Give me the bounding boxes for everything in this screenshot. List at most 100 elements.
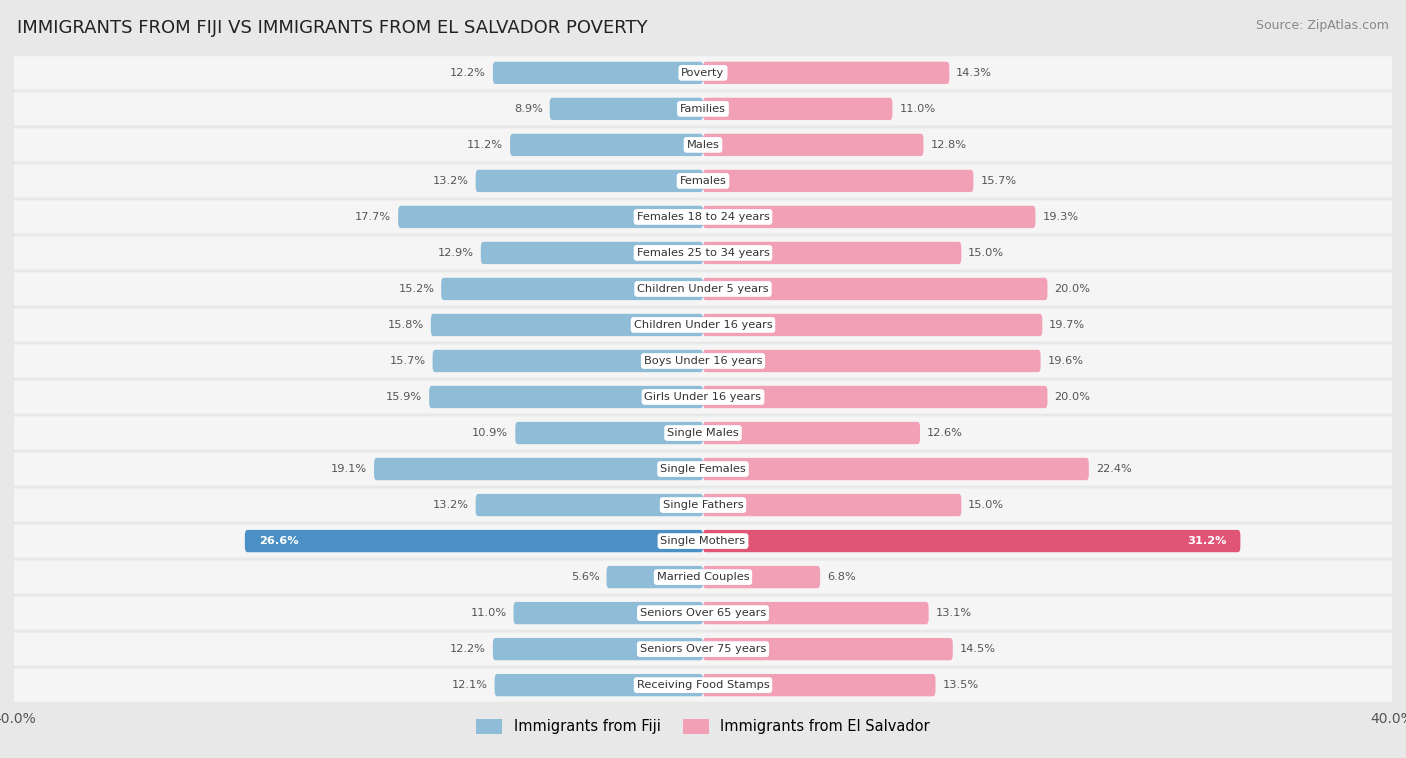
- Text: Seniors Over 65 years: Seniors Over 65 years: [640, 608, 766, 618]
- FancyBboxPatch shape: [6, 236, 1400, 270]
- Text: 13.1%: 13.1%: [935, 608, 972, 618]
- FancyBboxPatch shape: [6, 525, 1400, 558]
- Text: 12.8%: 12.8%: [931, 140, 966, 150]
- Text: 15.9%: 15.9%: [387, 392, 422, 402]
- FancyBboxPatch shape: [703, 314, 1042, 336]
- Text: 19.7%: 19.7%: [1049, 320, 1085, 330]
- FancyBboxPatch shape: [703, 458, 1088, 481]
- Text: Boys Under 16 years: Boys Under 16 years: [644, 356, 762, 366]
- Text: Receiving Food Stamps: Receiving Food Stamps: [637, 680, 769, 690]
- Legend: Immigrants from Fiji, Immigrants from El Salvador: Immigrants from Fiji, Immigrants from El…: [470, 713, 936, 740]
- Text: 11.2%: 11.2%: [467, 140, 503, 150]
- Text: Single Mothers: Single Mothers: [661, 536, 745, 546]
- Text: Children Under 5 years: Children Under 5 years: [637, 284, 769, 294]
- Text: Females: Females: [679, 176, 727, 186]
- FancyBboxPatch shape: [494, 638, 703, 660]
- Text: 5.6%: 5.6%: [571, 572, 599, 582]
- FancyBboxPatch shape: [606, 566, 703, 588]
- FancyBboxPatch shape: [6, 309, 1400, 342]
- Text: Males: Males: [686, 140, 720, 150]
- FancyBboxPatch shape: [495, 674, 703, 697]
- Text: Girls Under 16 years: Girls Under 16 years: [644, 392, 762, 402]
- FancyBboxPatch shape: [703, 205, 1035, 228]
- Text: 19.1%: 19.1%: [330, 464, 367, 474]
- FancyBboxPatch shape: [703, 242, 962, 264]
- FancyBboxPatch shape: [6, 632, 1400, 666]
- Text: 13.2%: 13.2%: [433, 500, 468, 510]
- FancyBboxPatch shape: [703, 98, 893, 120]
- Text: 26.6%: 26.6%: [259, 536, 298, 546]
- FancyBboxPatch shape: [515, 422, 703, 444]
- FancyBboxPatch shape: [703, 170, 973, 192]
- FancyBboxPatch shape: [6, 272, 1400, 305]
- FancyBboxPatch shape: [441, 277, 703, 300]
- Text: 20.0%: 20.0%: [1054, 392, 1091, 402]
- FancyBboxPatch shape: [703, 530, 1240, 553]
- Text: 13.5%: 13.5%: [942, 680, 979, 690]
- FancyBboxPatch shape: [703, 566, 820, 588]
- Text: 15.7%: 15.7%: [980, 176, 1017, 186]
- FancyBboxPatch shape: [245, 530, 703, 553]
- Text: Married Couples: Married Couples: [657, 572, 749, 582]
- FancyBboxPatch shape: [6, 416, 1400, 449]
- FancyBboxPatch shape: [6, 128, 1400, 161]
- FancyBboxPatch shape: [703, 638, 953, 660]
- Text: 8.9%: 8.9%: [515, 104, 543, 114]
- Text: 17.7%: 17.7%: [356, 212, 391, 222]
- FancyBboxPatch shape: [6, 560, 1400, 594]
- FancyBboxPatch shape: [703, 61, 949, 84]
- FancyBboxPatch shape: [6, 92, 1400, 126]
- Text: 31.2%: 31.2%: [1187, 536, 1226, 546]
- Text: 14.5%: 14.5%: [960, 644, 995, 654]
- FancyBboxPatch shape: [703, 674, 935, 697]
- FancyBboxPatch shape: [6, 56, 1400, 89]
- FancyBboxPatch shape: [429, 386, 703, 408]
- FancyBboxPatch shape: [398, 205, 703, 228]
- Text: 20.0%: 20.0%: [1054, 284, 1091, 294]
- Text: 12.1%: 12.1%: [451, 680, 488, 690]
- FancyBboxPatch shape: [703, 422, 920, 444]
- Text: 19.3%: 19.3%: [1042, 212, 1078, 222]
- Text: Females 25 to 34 years: Females 25 to 34 years: [637, 248, 769, 258]
- Text: Seniors Over 75 years: Seniors Over 75 years: [640, 644, 766, 654]
- FancyBboxPatch shape: [703, 277, 1047, 300]
- Text: 13.2%: 13.2%: [433, 176, 468, 186]
- Text: 14.3%: 14.3%: [956, 68, 993, 78]
- FancyBboxPatch shape: [374, 458, 703, 481]
- FancyBboxPatch shape: [703, 386, 1047, 408]
- Text: Single Males: Single Males: [666, 428, 740, 438]
- Text: 12.2%: 12.2%: [450, 68, 486, 78]
- Text: 15.7%: 15.7%: [389, 356, 426, 366]
- Text: 22.4%: 22.4%: [1095, 464, 1132, 474]
- Text: 19.6%: 19.6%: [1047, 356, 1084, 366]
- FancyBboxPatch shape: [6, 344, 1400, 377]
- FancyBboxPatch shape: [703, 602, 928, 625]
- Text: 6.8%: 6.8%: [827, 572, 856, 582]
- Text: Source: ZipAtlas.com: Source: ZipAtlas.com: [1256, 19, 1389, 32]
- Text: 11.0%: 11.0%: [900, 104, 935, 114]
- Text: 15.0%: 15.0%: [969, 248, 1004, 258]
- Text: Children Under 16 years: Children Under 16 years: [634, 320, 772, 330]
- Text: 15.8%: 15.8%: [388, 320, 425, 330]
- Text: 12.9%: 12.9%: [437, 248, 474, 258]
- FancyBboxPatch shape: [433, 350, 703, 372]
- FancyBboxPatch shape: [6, 164, 1400, 198]
- FancyBboxPatch shape: [475, 170, 703, 192]
- FancyBboxPatch shape: [703, 133, 924, 156]
- FancyBboxPatch shape: [703, 350, 1040, 372]
- FancyBboxPatch shape: [510, 133, 703, 156]
- FancyBboxPatch shape: [550, 98, 703, 120]
- Text: Females 18 to 24 years: Females 18 to 24 years: [637, 212, 769, 222]
- Text: 15.0%: 15.0%: [969, 500, 1004, 510]
- Text: 11.0%: 11.0%: [471, 608, 506, 618]
- FancyBboxPatch shape: [513, 602, 703, 625]
- FancyBboxPatch shape: [6, 381, 1400, 414]
- FancyBboxPatch shape: [430, 314, 703, 336]
- Text: 10.9%: 10.9%: [472, 428, 509, 438]
- Text: 12.6%: 12.6%: [927, 428, 963, 438]
- Text: IMMIGRANTS FROM FIJI VS IMMIGRANTS FROM EL SALVADOR POVERTY: IMMIGRANTS FROM FIJI VS IMMIGRANTS FROM …: [17, 19, 648, 37]
- FancyBboxPatch shape: [6, 597, 1400, 630]
- FancyBboxPatch shape: [6, 453, 1400, 486]
- FancyBboxPatch shape: [481, 242, 703, 264]
- Text: Families: Families: [681, 104, 725, 114]
